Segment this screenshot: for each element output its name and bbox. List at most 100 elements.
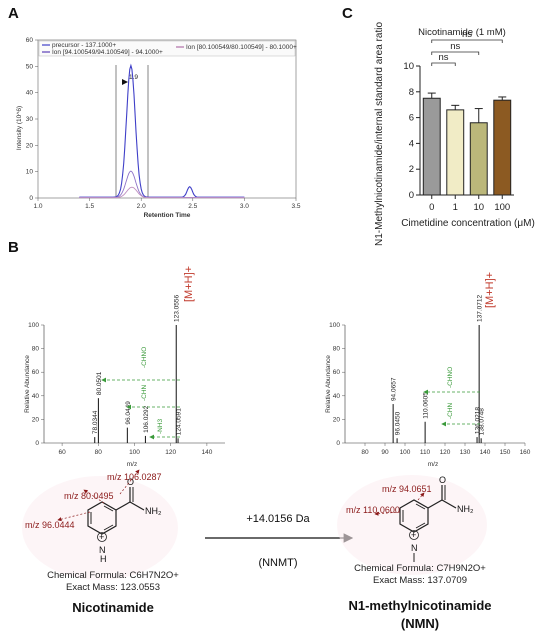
chromatogram-frame — [37, 39, 297, 199]
nicotinamide-structure: O NH₂ + N H m/z 106.0287 m/z 80.0495 m/z… — [22, 469, 179, 615]
ring-nh-atom: N — [99, 545, 106, 555]
spectrum-right-peak-label: 138.0748 — [479, 408, 486, 435]
nmn-positive-charge-icon — [409, 530, 419, 540]
nicotinamide-formula: Chemical Formula: C6H7N2O+ — [47, 570, 179, 581]
spectrum-left-x-tick-label: 100 — [129, 449, 140, 456]
chrom-x-tick-label: 3.5 — [291, 203, 300, 210]
panel-letter-c: C — [342, 5, 353, 22]
spectrum-left-x-label: m/z — [127, 461, 137, 468]
chrom-legend-entry: precursor - 137.1000+ — [52, 42, 116, 49]
chrom-y-tick-label: 0 — [29, 195, 33, 202]
nmn-name: N1-methylnicotinamide — [348, 598, 491, 613]
chrom-x-tick-label: 3.0 — [240, 203, 249, 210]
spectrum-right-y-tick-label: 20 — [333, 416, 341, 423]
spectrum-right-x-tick-label: 110 — [420, 449, 431, 456]
ion80-trace — [79, 186, 245, 199]
spectrum-right-x-tick-label: 150 — [500, 449, 511, 456]
chrom-y-tick-label: 10 — [26, 169, 34, 176]
significance-bracket — [431, 51, 480, 55]
bar-category-label: 100 — [494, 202, 510, 213]
spectrum-right-x-tick-label: 80 — [361, 449, 369, 456]
fragment-mz-96: m/z 96.0444 — [25, 520, 75, 530]
precursor-trace — [79, 63, 245, 198]
loss-label-nh3-left: -NH3 — [157, 418, 164, 434]
spectrum-left-peak-label: 80.0501 — [96, 371, 103, 395]
bar-category-label: 0 — [429, 202, 434, 213]
spectrum-left-precursor-label: [M+H]+ — [183, 266, 195, 302]
chrom-x-tick-label: 2.5 — [188, 203, 197, 210]
loss-label-chno-right: -CHNO — [447, 367, 454, 388]
nmn-amide-nh2-atom: NH₂ — [457, 504, 474, 514]
significance-bracket — [431, 39, 503, 43]
svg-text:+: + — [411, 530, 416, 540]
nmn-formula: Chemical Formula: C7H9N2O+ — [354, 563, 486, 574]
spectrum-left-x-tick-label: 60 — [58, 449, 66, 456]
bar-y-tick-label: 4 — [409, 138, 414, 149]
spectrum-right-x-tick-label: 130 — [460, 449, 471, 456]
chrom-y-tick-label: 30 — [26, 116, 34, 123]
chrom-y-tick-label: 50 — [26, 63, 34, 70]
chrom-legend-entry: Ion [94.100549/94.100549] - 94.1000+ — [52, 49, 163, 56]
significance-bracket — [431, 62, 456, 66]
spectrum-right-y-tick-label: 80 — [333, 346, 341, 353]
bar-100 — [493, 99, 512, 196]
chrom-legend-entry: Ion [80.100549/80.100549] - 80.1000+ — [186, 44, 297, 51]
spectrum-right-x-tick-label: 140 — [480, 449, 491, 456]
bar-0 — [422, 97, 441, 196]
spectrum-left-peak-label: 124.0591 — [176, 408, 183, 435]
spectrum-right-peak-label: 96.0450 — [395, 411, 402, 435]
nmn-abbreviation: (NMN) — [401, 616, 439, 631]
peak-marker-icon — [122, 79, 128, 85]
significance-label: ns — [438, 52, 448, 63]
reaction-enzyme: (NNMT) — [258, 557, 297, 569]
nicotinamide-name: Nicotinamide — [72, 600, 154, 615]
bar-chart-y-label: N1-Methylnicotinamide/internal standard … — [374, 22, 385, 246]
spectrum-right-x-tick-label: 100 — [400, 449, 411, 456]
spectrum-left-x-tick-label: 120 — [165, 449, 176, 456]
bar-chart-x-label: Cimetidine concentration (μM) — [401, 218, 535, 229]
pyridinium-ring — [399, 499, 429, 533]
chrom-y-tick-label: 20 — [26, 142, 34, 149]
spectrum-right-x-tick-label: 90 — [381, 449, 389, 456]
bar-category-label: 1 — [453, 202, 458, 213]
spectrum-right-y-tick-label: 0 — [336, 440, 340, 447]
spectrum-right-x-tick-label: 120 — [440, 449, 451, 456]
chromatogram-plot: precursor - 137.1000+Ion [94.100549/94.1… — [16, 37, 301, 219]
svg-text:H: H — [100, 554, 107, 564]
spectrum-right-peak-label: 137.0712 — [477, 295, 484, 322]
reaction-mass-shift: +14.0156 Da — [246, 513, 310, 525]
spectrum-right-peak-label: 94.0657 — [391, 377, 398, 401]
nmn-ring-n-atom: N — [411, 543, 418, 553]
peak-label: 1.9 — [129, 74, 138, 81]
spectrum-right-losses: -CHNO -CHN — [423, 367, 480, 427]
spectrum-left-y-tick-label: 60 — [32, 369, 40, 376]
spectrum-right-peak-label: 110.0605 — [423, 392, 430, 419]
bar-y-tick-label: 6 — [409, 113, 414, 124]
spectrum-left-y-label: Relative Abundance — [24, 355, 31, 413]
nmn-oxygen-atom: O — [439, 475, 446, 485]
spectrum-left-y-tick-label: 20 — [32, 416, 40, 423]
fragment-mz-106: m/z 106.0287 — [107, 472, 162, 482]
nicotinamide-mass: Exact Mass: 123.0553 — [66, 582, 160, 593]
spectrum-left-y-tick-label: 80 — [32, 346, 40, 353]
loss-label-chno-left: -CHNO — [141, 347, 148, 368]
panel-letter-a: A — [8, 5, 19, 22]
loss-label-chn-right: -CHN — [447, 402, 454, 419]
amide-nh2-atom: NH₂ — [145, 506, 162, 516]
loss-label-chn-left: -CHN — [141, 384, 148, 401]
nmn-structure: O NH₂ + N m/z 94.0651 m/z 110.0600 Chemi… — [337, 475, 492, 631]
spectrum-left-peak-label: 123.0556 — [174, 295, 181, 322]
spectrum-left-x-tick-label: 140 — [201, 449, 212, 456]
spectrum-left-y-tick-label: 0 — [35, 440, 39, 447]
positive-charge-icon — [97, 532, 107, 542]
chrom-x-tick-label: 2.0 — [137, 203, 146, 210]
chromatogram-legend: precursor - 137.1000+Ion [94.100549/94.1… — [38, 40, 297, 57]
fragment-mz-94: m/z 94.0651 — [382, 484, 432, 494]
panel-letter-b: B — [8, 239, 19, 256]
ion94-trace — [79, 170, 245, 198]
spectrum-right-y-tick-label: 40 — [333, 393, 341, 400]
spectrum-left-y-tick-label: 40 — [32, 393, 40, 400]
nmn-mass: Exact Mass: 137.0709 — [373, 575, 467, 586]
bar-y-tick-label: 8 — [409, 87, 414, 98]
